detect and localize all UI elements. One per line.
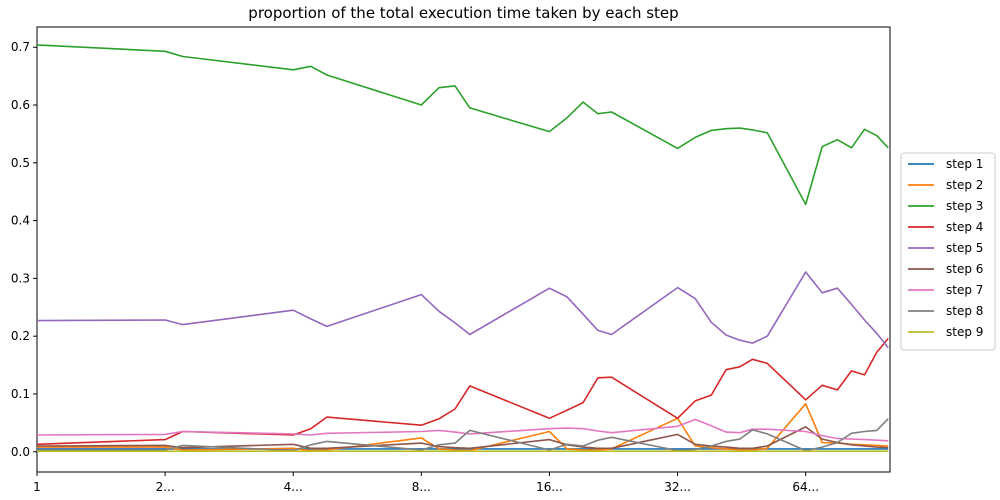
series-line-step-8 xyxy=(37,418,889,452)
plot-frame xyxy=(36,26,891,473)
legend-label: step 9 xyxy=(946,325,983,339)
chart-title: proportion of the total execution time t… xyxy=(248,4,678,22)
series-layer xyxy=(36,44,889,453)
series-line-step-4 xyxy=(36,337,889,446)
legend-label: step 3 xyxy=(946,199,983,213)
x-tick-label: 8... xyxy=(412,480,431,494)
legend-label: step 8 xyxy=(946,304,983,318)
legend-label: step 1 xyxy=(946,157,983,171)
x-tick-label: 64... xyxy=(792,480,819,494)
y-tick-label: 0.4 xyxy=(11,214,30,228)
series-line-step-6 xyxy=(36,426,889,450)
legend-item: step 2 xyxy=(908,178,983,192)
x-tick-label: 2... xyxy=(156,480,175,494)
legend-item: step 1 xyxy=(908,157,983,171)
series-line-step-3 xyxy=(36,44,889,206)
legend-item: step 8 xyxy=(908,304,983,318)
x-tick-label: 1 xyxy=(33,480,41,494)
legend-item: step 5 xyxy=(908,241,983,255)
y-tick-label: 0.6 xyxy=(11,98,30,112)
y-tick-label: 0.5 xyxy=(11,156,30,170)
series-line-step-5 xyxy=(36,271,889,349)
legend-box xyxy=(900,152,996,351)
y-tick-label: 0.2 xyxy=(11,329,30,343)
legend-label: step 7 xyxy=(946,283,983,297)
legend-label: step 6 xyxy=(946,262,983,276)
legend-item: step 9 xyxy=(908,325,983,339)
y-tick-label: 0.7 xyxy=(11,40,30,54)
legend-label: step 4 xyxy=(946,220,983,234)
x-tick-label: 32... xyxy=(664,480,691,494)
legend-item: step 3 xyxy=(908,199,983,213)
series-line-step-2 xyxy=(37,402,889,452)
series-line-step-7 xyxy=(36,418,889,442)
legend-item: step 4 xyxy=(908,220,983,234)
legend-item: step 7 xyxy=(908,283,983,297)
legend-label: step 2 xyxy=(946,178,983,192)
x-tick-label: 16... xyxy=(536,480,563,494)
x-axis: 1 2... 4... 8... 16... 32... 64... xyxy=(33,472,819,494)
plot-area xyxy=(36,26,891,473)
y-tick-label: 0.3 xyxy=(11,271,30,285)
y-tick-label: 0.1 xyxy=(11,387,30,401)
x-tick-label: 4... xyxy=(284,480,303,494)
y-tick-label: 0.0 xyxy=(11,445,30,459)
legend-label: step 5 xyxy=(946,241,983,255)
y-axis: 0.0 0.1 0.2 0.3 0.4 0.5 0.6 0.7 xyxy=(11,40,37,459)
legend-item: step 6 xyxy=(908,262,983,276)
legend: step 1 step 2 step 3 step 4 step 5 step 6 step… xyxy=(900,152,996,351)
